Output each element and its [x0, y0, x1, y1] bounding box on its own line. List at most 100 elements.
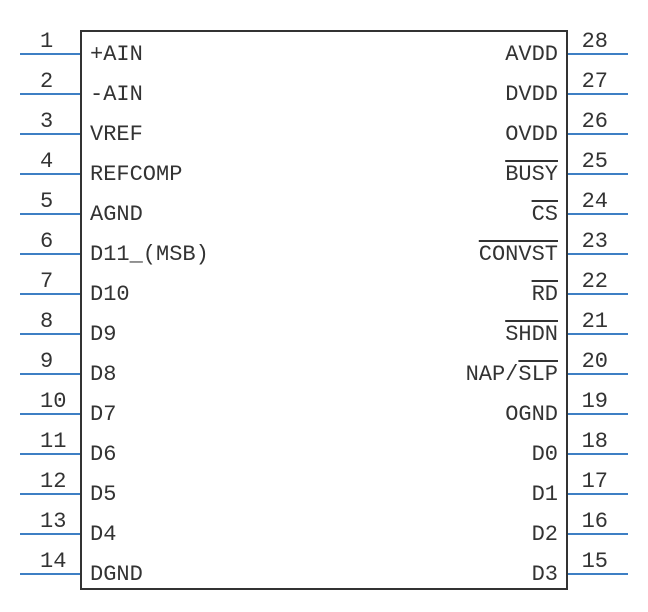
pin-number: 12 — [40, 469, 66, 494]
pin-left-12: 12D5 — [20, 474, 126, 514]
pin-line: 6 — [20, 253, 80, 255]
pin-line: 23 — [568, 253, 628, 255]
pin-line: 20 — [568, 373, 628, 375]
pin-right-25: 25BUSY — [495, 154, 628, 194]
pin-line: 24 — [568, 213, 628, 215]
pin-line: 2 — [20, 93, 80, 95]
pin-label: CS — [522, 202, 568, 227]
pin-left-13: 13D4 — [20, 514, 126, 554]
pin-left-3: 3VREF — [20, 114, 153, 154]
pin-left-10: 10D7 — [20, 394, 126, 434]
pin-label: AGND — [80, 202, 153, 227]
pin-number: 11 — [40, 429, 66, 454]
pin-right-19: 19OGND — [495, 394, 628, 434]
pin-right-20: 20NAP/SLP — [456, 354, 628, 394]
pin-label: D6 — [80, 442, 126, 467]
pin-label: D9 — [80, 322, 126, 347]
pin-line: 17 — [568, 493, 628, 495]
pin-label: VREF — [80, 122, 153, 147]
pin-right-27: 27DVDD — [495, 74, 628, 114]
pin-line: 11 — [20, 453, 80, 455]
pin-left-9: 9D8 — [20, 354, 126, 394]
pin-number: 9 — [40, 349, 53, 374]
pin-number: 28 — [582, 29, 608, 54]
pin-number: 14 — [40, 549, 66, 574]
pin-line: 22 — [568, 293, 628, 295]
pin-label: AVDD — [495, 42, 568, 67]
pin-label: D11_(MSB) — [80, 242, 219, 267]
pin-label: DVDD — [495, 82, 568, 107]
pin-line: 7 — [20, 293, 80, 295]
pin-line: 18 — [568, 453, 628, 455]
pin-label: CONVST — [469, 242, 568, 267]
pin-number: 22 — [582, 269, 608, 294]
pin-right-22: 22RD — [522, 274, 628, 314]
pin-number: 27 — [582, 69, 608, 94]
pin-left-4: 4REFCOMP — [20, 154, 192, 194]
pin-right-28: 28AVDD — [495, 34, 628, 74]
pin-left-11: 11D6 — [20, 434, 126, 474]
pin-right-23: 23CONVST — [469, 234, 628, 274]
pin-line: 1 — [20, 53, 80, 55]
pin-label: -AIN — [80, 82, 153, 107]
pin-right-21: 21SHDN — [495, 314, 628, 354]
pin-line: 4 — [20, 173, 80, 175]
pin-line: 8 — [20, 333, 80, 335]
pin-line: 27 — [568, 93, 628, 95]
pin-line: 10 — [20, 413, 80, 415]
pin-number: 2 — [40, 69, 53, 94]
pin-line: 15 — [568, 573, 628, 575]
pin-right-24: 24CS — [522, 194, 628, 234]
pin-line: 9 — [20, 373, 80, 375]
pin-number: 18 — [582, 429, 608, 454]
pin-left-1: 1+AIN — [20, 34, 153, 74]
pin-label: D5 — [80, 482, 126, 507]
pin-line: 5 — [20, 213, 80, 215]
pin-line: 3 — [20, 133, 80, 135]
pin-number: 20 — [582, 349, 608, 374]
pin-number: 23 — [582, 229, 608, 254]
pin-label: RD — [522, 282, 568, 307]
pin-number: 10 — [40, 389, 66, 414]
pin-line: 12 — [20, 493, 80, 495]
pin-label: D7 — [80, 402, 126, 427]
pin-left-6: 6D11_(MSB) — [20, 234, 219, 274]
pin-line: 25 — [568, 173, 628, 175]
pin-number: 4 — [40, 149, 53, 174]
pin-label: OVDD — [495, 122, 568, 147]
pin-number: 1 — [40, 29, 53, 54]
pin-line: 19 — [568, 413, 628, 415]
pin-number: 21 — [582, 309, 608, 334]
pin-right-15: 15D3 — [522, 554, 628, 594]
pin-right-17: 17D1 — [522, 474, 628, 514]
pin-line: 28 — [568, 53, 628, 55]
pin-line: 13 — [20, 533, 80, 535]
pin-number: 13 — [40, 509, 66, 534]
pin-number: 8 — [40, 309, 53, 334]
pin-label: D10 — [80, 282, 140, 307]
pin-line: 21 — [568, 333, 628, 335]
pin-number: 17 — [582, 469, 608, 494]
pin-right-26: 26OVDD — [495, 114, 628, 154]
pin-right-18: 18D0 — [522, 434, 628, 474]
pin-left-7: 7D10 — [20, 274, 140, 314]
pin-number: 24 — [582, 189, 608, 214]
pin-number: 16 — [582, 509, 608, 534]
pin-label: OGND — [495, 402, 568, 427]
pin-label: D2 — [522, 522, 568, 547]
pin-label: NAP/SLP — [456, 362, 568, 387]
pin-number: 15 — [582, 549, 608, 574]
pin-label: D4 — [80, 522, 126, 547]
pin-label: D0 — [522, 442, 568, 467]
chip-pinout-diagram: 1+AIN2-AIN3VREF4REFCOMP5AGND6D11_(MSB)7D… — [20, 20, 628, 592]
pin-number: 7 — [40, 269, 53, 294]
pin-label: D1 — [522, 482, 568, 507]
pin-line: 14 — [20, 573, 80, 575]
pin-number: 25 — [582, 149, 608, 174]
pin-label: D8 — [80, 362, 126, 387]
pin-left-8: 8D9 — [20, 314, 126, 354]
pin-left-5: 5AGND — [20, 194, 153, 234]
pin-label: +AIN — [80, 42, 153, 67]
pin-right-16: 16D2 — [522, 514, 628, 554]
pin-number: 26 — [582, 109, 608, 134]
